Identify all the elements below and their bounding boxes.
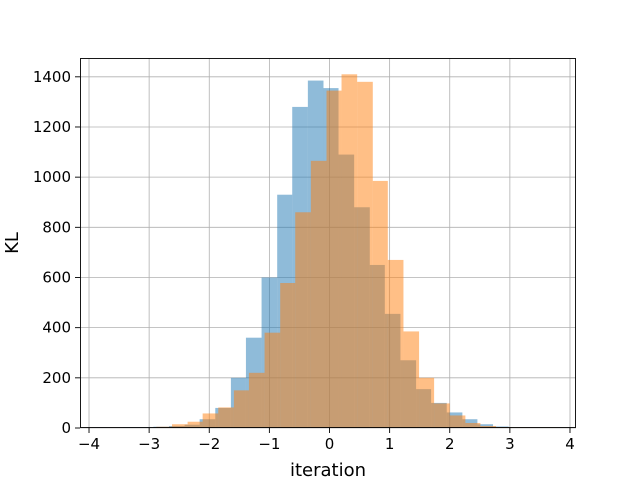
- y-tick-label: 800: [42, 218, 71, 236]
- x-tick-label: −4: [78, 435, 100, 453]
- axis-ticks: −4 −3 −2 −1 0 1 2 3 4 0 200 400 600 800 1000 1200 1400: [33, 68, 575, 453]
- x-axis-label: iteration: [290, 460, 366, 480]
- histogram-bar-series-2: [403, 331, 420, 428]
- histogram-bar-series-2: [264, 332, 281, 428]
- histogram-bar-series-2: [449, 415, 466, 428]
- histogram-bar-series-2: [341, 74, 358, 428]
- y-tick-label: 400: [42, 319, 71, 337]
- histogram-bar-series-2: [326, 90, 342, 428]
- histogram-bar-series-2: [480, 425, 497, 428]
- x-tick-label: 1: [385, 435, 395, 453]
- histogram-bar-series-2: [218, 407, 234, 428]
- y-tick-label: 1200: [33, 118, 71, 136]
- y-tick-label: 1000: [33, 168, 71, 186]
- y-tick-label: 0: [61, 419, 71, 437]
- x-tick-label: −1: [258, 435, 280, 453]
- histogram-bar-series-2: [387, 259, 404, 428]
- histogram-bar-series-2: [280, 283, 296, 428]
- histogram-bar-series-2: [357, 81, 373, 428]
- histogram-bar-series-2: [434, 403, 450, 428]
- histogram-bars: [92, 74, 558, 429]
- histogram-bar-series-2: [202, 413, 219, 428]
- x-tick-label: 2: [445, 435, 455, 453]
- histogram-bar-series-2: [187, 421, 203, 428]
- y-tick-label: 200: [42, 369, 71, 387]
- x-tick-label: 4: [565, 435, 575, 453]
- histogram-bar-series-2: [248, 372, 265, 428]
- histogram-bar-series-2: [233, 390, 249, 428]
- x-tick-label: 0: [325, 435, 335, 453]
- x-tick-label: −3: [138, 435, 160, 453]
- histogram-bar-series-2: [465, 422, 481, 428]
- histogram-bar-series-2: [372, 180, 388, 428]
- plot-frame: [80, 58, 576, 428]
- y-tick-label: 1400: [33, 68, 71, 86]
- x-tick-label: −2: [198, 435, 220, 453]
- y-tick-label: 600: [42, 268, 71, 286]
- histogram-bar-series-2: [171, 424, 188, 428]
- histogram-bar-series-2: [310, 160, 327, 428]
- x-tick-label: 3: [505, 435, 515, 453]
- y-axis-label: KL: [2, 232, 23, 254]
- histogram-bar-series-2: [295, 212, 311, 428]
- histogram-bar-series-2: [419, 377, 435, 428]
